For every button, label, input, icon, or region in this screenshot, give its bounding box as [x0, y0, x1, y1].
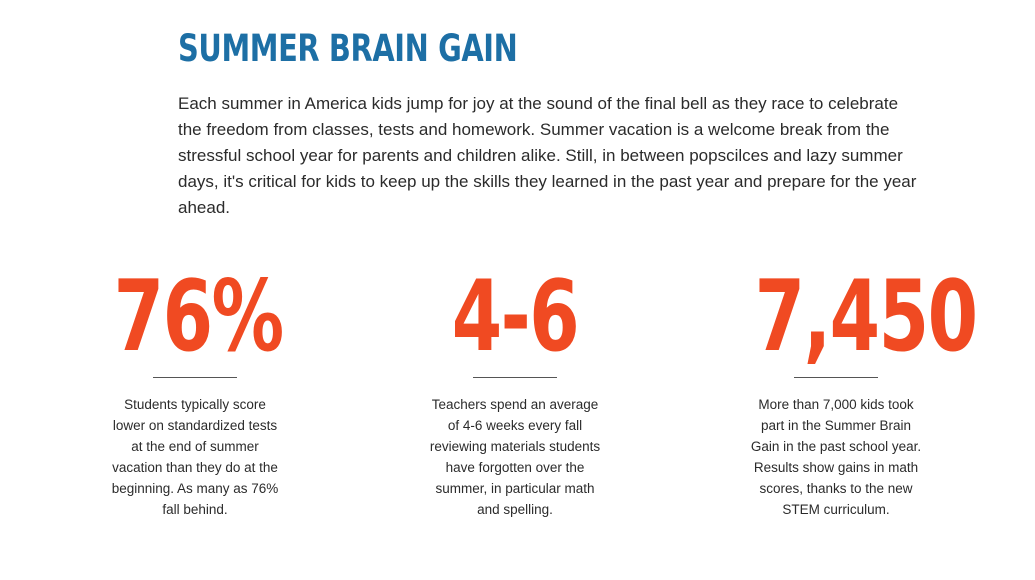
stat-description: Students typically score lower on standa… [111, 397, 279, 517]
stat-block-percent: 76% Students typically score lower on st… [85, 262, 305, 520]
stat-block-weeks: 4-6 Teachers spend an average of 4-6 wee… [405, 262, 625, 520]
page-title: SUMMER BRAIN GAIN [178, 27, 518, 70]
stat-number: 7,450 [754, 260, 978, 374]
stat-number: 4-6 [451, 260, 580, 374]
stat-divider [794, 377, 878, 378]
stat-divider [473, 377, 557, 378]
stat-number: 76% [113, 260, 285, 374]
stat-description: Teachers spend an average of 4-6 weeks e… [429, 397, 601, 517]
stat-description: More than 7,000 kids took part in the Su… [750, 397, 922, 517]
stat-block-kids: 7,450 More than 7,000 kids took part in … [726, 260, 978, 520]
intro-paragraph: Each summer in America kids jump for joy… [178, 94, 917, 217]
stat-divider [153, 377, 237, 378]
